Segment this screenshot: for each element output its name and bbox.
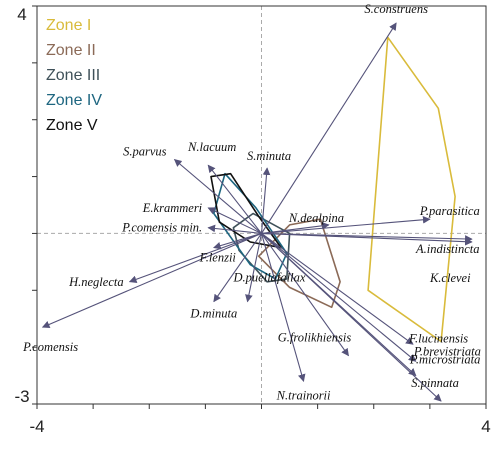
axis-ticks: 4 -3-4 4 [14,5,490,436]
species-label: S.parvus [123,145,167,159]
species-label: E.krammeri [142,201,203,215]
species-label: A.indistincta [415,242,480,256]
species-label: S.pinnata [411,376,459,390]
species-arrow [261,233,442,402]
species-arrow [261,232,473,246]
species-labels: S.construens S.parvus N.lacuum S.minuta E.kr… [22,2,481,402]
species-label: S.construens [364,2,428,16]
species-label: H.neglecta [68,275,124,289]
legend-entry: Zone I [46,17,91,34]
species-label: N.trainorii [276,388,331,402]
legend: Zone I Zone II Zone III Zone IV Zone V [46,17,102,134]
species-arrow [261,22,397,234]
species-label: P.brevistriata [413,344,481,358]
species-label: D.minuta [189,307,237,321]
x-tick-label: 4 [481,417,490,436]
species-arrow [128,232,262,283]
species-arrow [261,232,414,345]
species-label: P.comensis [22,340,78,354]
zone-hull [367,36,456,343]
species-label: S.minuta [247,149,291,163]
species-label: N.lacuum [187,140,236,154]
legend-entry: Zone III [46,67,100,84]
x-tick-label: -4 [29,417,44,436]
species-arrows [41,22,473,402]
species-arrow [261,215,431,234]
y-tick-label: -3 [14,387,29,406]
zone-hull [232,212,291,283]
species-label: P.parasitica [419,204,480,218]
legend-entry: Zone II [46,42,96,59]
species-arrow [261,233,417,362]
species-arrow [260,233,306,382]
species-arrow [261,233,349,357]
species-arrow [41,232,262,329]
zone-hull [213,172,288,280]
species-arrow [213,233,262,303]
species-label: N.dealpina [288,211,344,225]
species-arrow [173,159,262,234]
species-arrow [245,233,263,303]
species-label: P.comensis min. [121,221,202,235]
species-arrow [213,232,262,250]
species-label: G.frolikhiensis [278,331,352,345]
zone-hull [257,218,341,309]
species-label: F.lucinensis [408,331,468,345]
species-label: P.microstriata [409,353,481,367]
legend-entry: Zone V [46,117,98,134]
zone-hulls [210,36,456,343]
species-arrow [207,164,262,234]
species-label: D.puellafallax [233,271,306,285]
legend-entry: Zone IV [46,92,102,109]
species-label: F.lenzii [199,251,237,265]
species-arrow [207,207,262,234]
species-arrow [207,224,262,234]
species-arrow [260,167,271,234]
species-label: K.clevei [429,271,471,285]
y-tick-label: 4 [17,5,26,24]
